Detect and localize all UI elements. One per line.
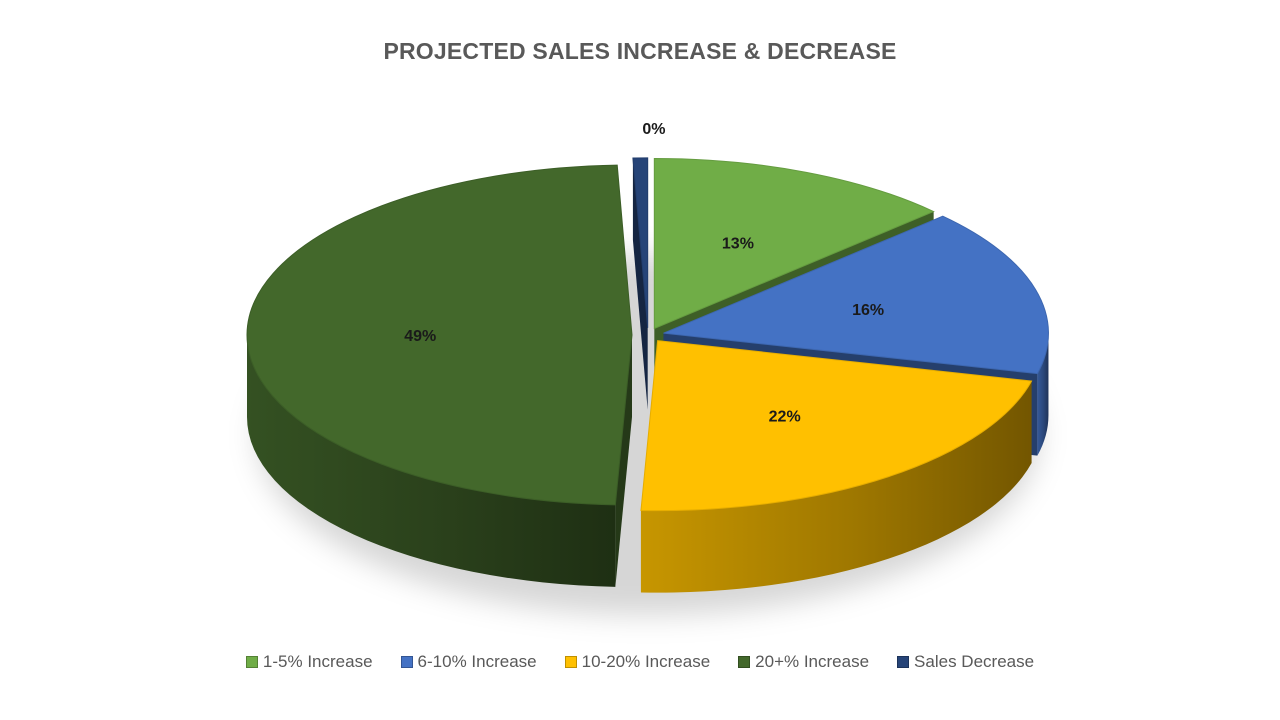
legend-swatch-icon <box>738 656 751 668</box>
data-label: 13% <box>722 236 754 253</box>
legend-label: 20+% Increase <box>755 652 870 671</box>
pie-slice-cut-face <box>632 158 648 410</box>
legend-swatch-icon <box>564 656 577 668</box>
pie-slice-wall <box>1037 333 1049 456</box>
legend-label: 1-5% Increase <box>262 652 373 671</box>
pie-slice-2 <box>640 340 1033 512</box>
data-label: 49% <box>404 328 436 345</box>
data-label: 22% <box>769 408 801 425</box>
pie-slice-4 <box>632 157 649 328</box>
legend: 1-5% Increase 6-10% Increase 10-20% Incr… <box>0 652 1280 672</box>
data-label: 0% <box>642 121 665 138</box>
legend-item: 1-5% Increase <box>245 652 373 672</box>
legend-item: Sales Decrease <box>897 652 1034 672</box>
pie-slice-wall <box>247 334 616 587</box>
legend-swatch-icon <box>400 656 413 668</box>
chart-title: PROJECTED SALES INCREASE & DECREASE <box>383 38 897 64</box>
legend-item: 20+% Increase <box>738 652 869 672</box>
legend-swatch-icon <box>897 656 910 668</box>
pie-slice-0 <box>653 158 935 330</box>
data-label: 16% <box>852 302 884 319</box>
legend-label: 10-20% Increase <box>581 652 711 671</box>
pie-slice-3 <box>246 164 633 506</box>
legend-item: 6-10% Increase <box>400 652 537 672</box>
pie-slice-wall <box>640 381 1032 593</box>
legend-item: 10-20% Increase <box>564 652 711 672</box>
legend-label: Sales Decrease <box>914 652 1035 671</box>
legend-label: 6-10% Increase <box>417 652 537 671</box>
legend-swatch-icon <box>245 656 258 668</box>
pie-slice-cut-face <box>615 334 633 587</box>
pie-slice-1 <box>663 215 1049 375</box>
